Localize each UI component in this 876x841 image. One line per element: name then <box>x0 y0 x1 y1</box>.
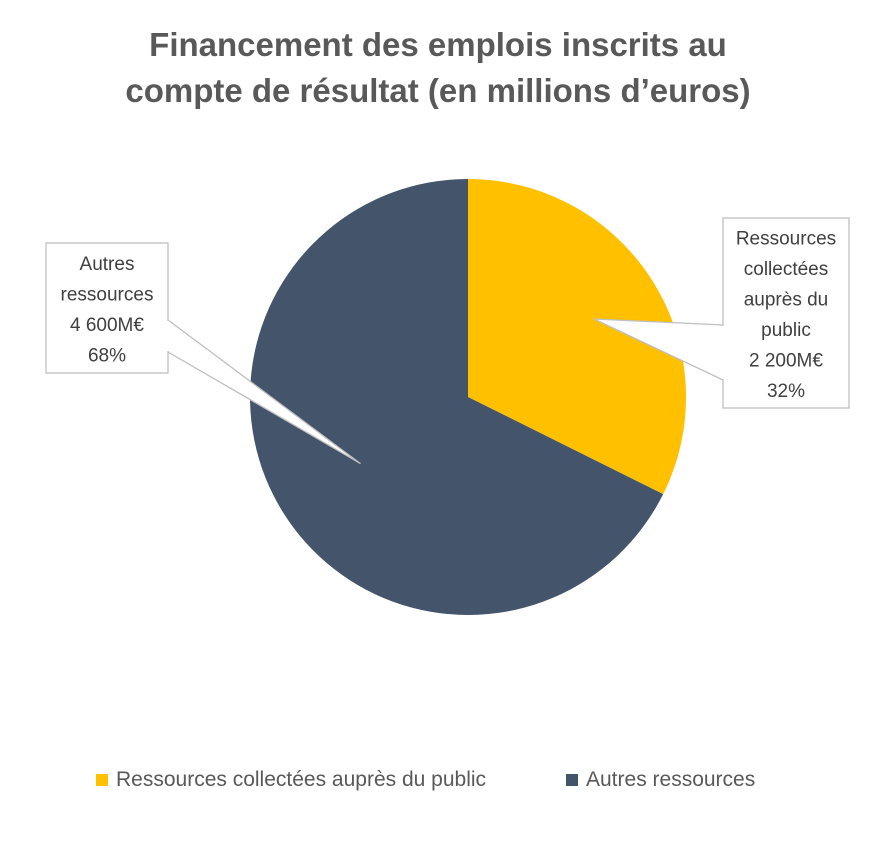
callout-public-resources: Ressources collectées auprès du public 2 200… <box>593 217 850 409</box>
legend-item-public-resources: Ressources collectées auprès du public <box>96 764 486 796</box>
legend-item-other-resources: Autres ressources <box>566 764 755 796</box>
chart-title-line-2: compte de résultat (en millions d’euros) <box>125 72 751 109</box>
legend-label-other-resources: Autres ressources <box>586 768 756 791</box>
data-label-line: Ressources <box>736 229 836 250</box>
callout-other-resources: Autres ressources 4 600M€ 68% <box>45 242 361 465</box>
data-label-line: 68% <box>88 346 126 367</box>
data-label-other-resources: Autres ressources 4 600M€ 68% <box>61 254 154 367</box>
legend-swatch-public-resources <box>96 774 108 786</box>
legend-label-public-resources: Ressources collectées auprès du public <box>116 768 487 791</box>
data-label-line: auprès du <box>744 290 829 311</box>
data-label-line: collectées <box>744 259 829 280</box>
data-label-line: public <box>761 320 811 341</box>
data-label-line: Autres <box>80 254 135 275</box>
data-label-line: 2 200M€ <box>749 351 823 372</box>
callout-box-other-resources <box>45 242 169 374</box>
legend-swatch-other-resources <box>566 774 578 786</box>
pie-slice-other-resources <box>250 179 664 615</box>
chart-title: Financement des emplois inscrits au comp… <box>0 22 876 114</box>
chart-title-line-1: Financement des emplois inscrits au <box>149 26 727 63</box>
pie-slices <box>250 178 687 615</box>
data-label-line: ressources <box>61 285 154 306</box>
data-label-public-resources: Ressources collectées auprès du public 2 200… <box>736 229 836 403</box>
data-label-callouts: Ressources collectées auprès du public 2 200… <box>45 217 850 465</box>
data-label-line: 32% <box>767 381 805 402</box>
callout-box-public-resources <box>722 217 850 409</box>
pie-slice-public-resources <box>468 178 687 495</box>
data-label-line: 4 600M€ <box>70 315 144 336</box>
legend: Ressources collectées auprès du public A… <box>0 764 876 796</box>
